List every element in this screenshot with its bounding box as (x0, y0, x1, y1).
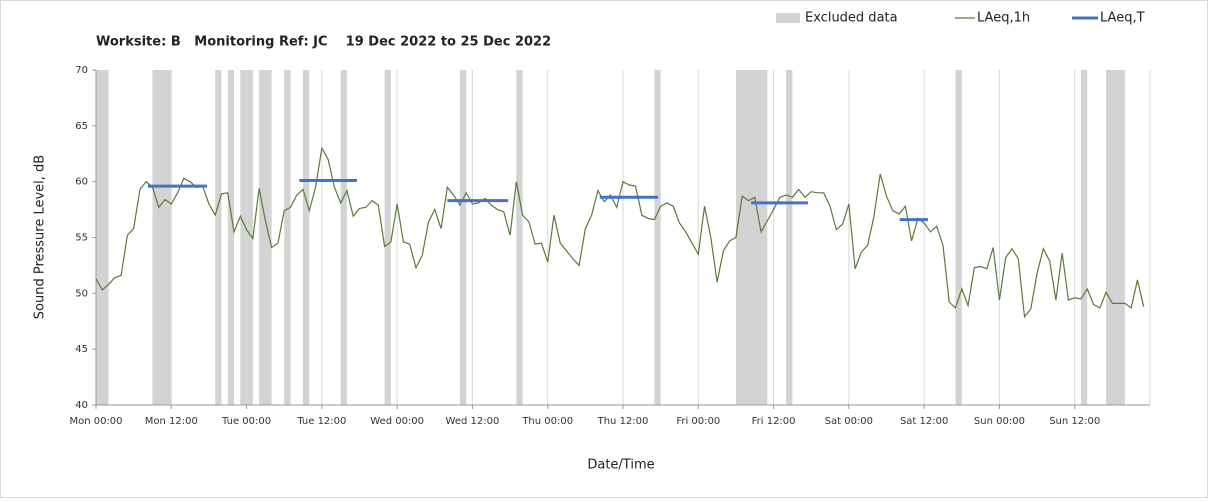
excluded-band (955, 70, 962, 405)
legend-label: Excluded data (805, 11, 898, 26)
excluded-band (1080, 70, 1088, 405)
x-tick-label: Fri 12:00 (752, 416, 796, 427)
legend-swatch (776, 13, 800, 23)
excluded-band (1106, 70, 1125, 405)
excluded-band (516, 70, 523, 405)
excluded-band (303, 70, 310, 405)
chart-title: Worksite: B Monitoring Ref: JC 19 Dec 20… (96, 35, 551, 50)
x-tick-label: Mon 00:00 (69, 416, 122, 427)
excluded-band (284, 70, 291, 405)
legend-label: LAeq,T (1100, 11, 1145, 26)
y-tick-label: 45 (75, 344, 88, 355)
y-tick-label: 55 (75, 233, 88, 244)
x-tick-label: Sun 00:00 (974, 416, 1025, 427)
excluded-band (152, 70, 172, 405)
excluded-band (227, 70, 235, 405)
excluded-band (96, 70, 109, 405)
x-tick-label: Sat 12:00 (900, 416, 948, 427)
x-tick-label: Wed 12:00 (446, 416, 500, 427)
x-tick-label: Tue 00:00 (221, 416, 271, 427)
y-tick-label: 60 (75, 177, 88, 188)
y-axis-label: Sound Pressure Level, dB (33, 155, 48, 319)
x-tick-label: Sat 00:00 (825, 416, 873, 427)
excluded-band (384, 70, 391, 405)
x-tick-label: Tue 12:00 (296, 416, 346, 427)
x-axis-label: Date/Time (587, 458, 654, 473)
y-tick-label: 65 (75, 121, 88, 132)
y-tick-label: 50 (75, 288, 88, 299)
excluded-band (786, 70, 793, 405)
legend-label: LAeq,1h (977, 11, 1030, 26)
x-tick-label: Mon 12:00 (145, 416, 198, 427)
excluded-band (215, 70, 222, 405)
excluded-band (259, 70, 272, 405)
x-tick-label: Thu 00:00 (521, 416, 573, 427)
excluded-band (340, 70, 347, 405)
y-tick-label: 40 (75, 400, 88, 411)
excluded-band (735, 70, 768, 405)
series-line (95, 146, 1145, 319)
excluded-band (654, 70, 661, 405)
x-tick-label: Sun 12:00 (1049, 416, 1100, 427)
x-tick-label: Wed 00:00 (370, 416, 424, 427)
x-tick-label: Thu 12:00 (597, 416, 649, 427)
y-tick-label: 70 (75, 65, 88, 76)
x-tick-label: Fri 00:00 (676, 416, 720, 427)
excluded-band (459, 70, 467, 405)
